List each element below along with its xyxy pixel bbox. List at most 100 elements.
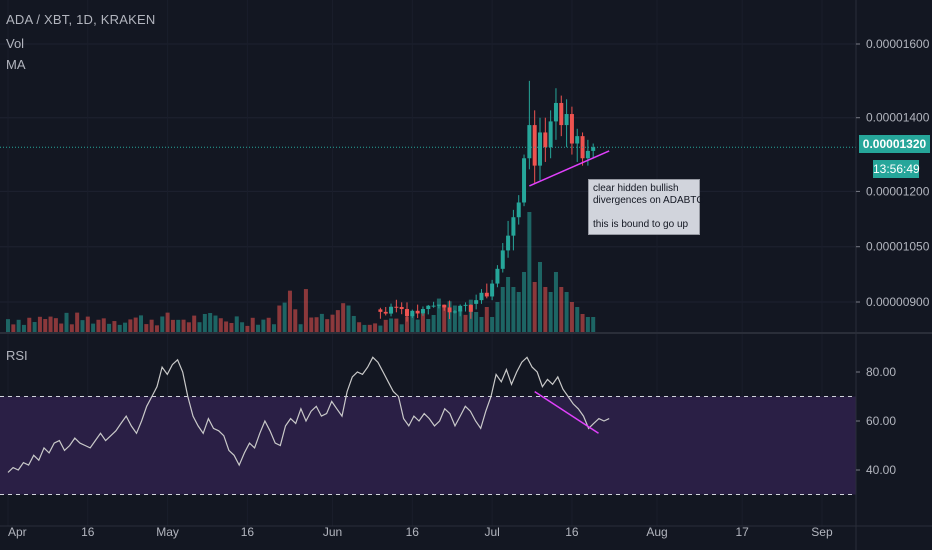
candle-body — [394, 306, 399, 308]
volume-bar — [490, 317, 495, 332]
volume-bar — [314, 317, 319, 332]
time-tick-label: Sep — [811, 525, 833, 539]
volume-bar — [128, 319, 133, 332]
volume-bar — [436, 298, 441, 332]
volume-bar — [37, 316, 42, 332]
volume-bar — [569, 302, 574, 332]
volume-bar — [538, 262, 542, 332]
volume-bar — [553, 272, 558, 332]
volume-bar — [117, 324, 122, 332]
candle-body — [522, 158, 527, 203]
volume-bar — [426, 319, 431, 332]
volume-bar — [543, 287, 548, 332]
volume-bar — [192, 315, 197, 332]
volume-bar — [410, 313, 415, 332]
volume-bar — [559, 287, 564, 332]
volume-bar — [27, 317, 32, 332]
volume-bar — [293, 309, 298, 332]
volume-bar — [160, 316, 165, 332]
volume-bar — [511, 287, 516, 332]
volume-bar — [43, 319, 48, 332]
candle-body — [532, 125, 537, 166]
volume-bar — [250, 317, 255, 332]
volume-bar — [442, 305, 447, 332]
volume-bar — [96, 319, 101, 332]
volume-bar — [362, 324, 367, 332]
volume-bar — [234, 316, 239, 332]
time-tick-label: 16 — [406, 525, 420, 539]
price-tick-label: 0.00001400 — [866, 111, 930, 125]
rsi-line — [7, 356, 610, 473]
volume-bar — [383, 319, 388, 332]
price-tick-label: 0.00000900 — [866, 295, 930, 309]
symbol-title[interactable]: ADA / XBT, 1D, KRAKEN — [6, 12, 156, 27]
candle-body — [553, 102, 558, 122]
volume-bar — [91, 323, 96, 332]
volume-bar — [224, 321, 229, 332]
candle-body — [420, 309, 425, 314]
volume-bar — [139, 315, 143, 332]
candle-body — [452, 311, 457, 313]
volume-bar — [245, 325, 250, 332]
volume-bar — [351, 315, 356, 332]
annotation-line-1: clear hidden bullish — [593, 183, 679, 194]
candle-body — [431, 305, 436, 307]
volume-bar — [181, 319, 186, 332]
candle-body — [484, 292, 489, 297]
rsi-tick-label: 60.00 — [866, 414, 896, 428]
candle-body — [426, 305, 431, 310]
volume-bar — [287, 290, 292, 332]
volume-bar — [165, 312, 170, 332]
volume-bar — [564, 292, 569, 332]
ma-legend[interactable]: MA — [6, 57, 26, 72]
candle-body — [543, 132, 548, 148]
volume-bar — [394, 318, 399, 332]
time-tick-label: Apr — [8, 525, 27, 539]
annotation-note[interactable]: clear hidden bullish divergences on ADAB… — [588, 179, 704, 235]
candle-body — [378, 309, 383, 312]
volume-bar — [48, 316, 53, 332]
volume-bar — [591, 317, 596, 332]
volume-legend[interactable]: Vol — [6, 36, 25, 51]
price-trendline[interactable] — [529, 150, 610, 187]
volume-bar — [53, 318, 58, 332]
volume-bar — [373, 323, 378, 332]
volume-bar — [399, 324, 404, 332]
time-tick-label: 17 — [735, 525, 749, 539]
volume-bar — [202, 313, 207, 332]
candle-body — [516, 202, 521, 218]
volume-bar — [357, 322, 362, 332]
volume-bar — [154, 325, 159, 332]
volume-bar — [522, 272, 527, 332]
candle-body — [442, 304, 447, 308]
volume-bar — [532, 282, 537, 332]
candle-body — [559, 102, 564, 126]
rsi-legend[interactable]: RSI — [6, 348, 28, 363]
volume-bar — [335, 310, 340, 332]
volume-bar — [405, 316, 409, 332]
time-tick-label: Jun — [323, 525, 342, 539]
candle-body — [569, 114, 574, 144]
candle-body — [479, 292, 484, 301]
candle-body — [405, 309, 409, 317]
volume-bar — [506, 277, 511, 332]
volume-bar — [458, 310, 463, 332]
candle-body — [463, 304, 468, 306]
time-tick-label: Aug — [646, 525, 667, 539]
volume-bar — [484, 307, 489, 332]
time-tick-label: 16 — [241, 525, 255, 539]
volume-bar — [176, 319, 181, 332]
time-tick-label: 16 — [565, 525, 579, 539]
rsi-band — [0, 396, 856, 495]
volume-bar — [325, 319, 330, 332]
volume-bar — [378, 325, 383, 332]
volume-bar — [367, 324, 372, 332]
volume-bar — [197, 322, 202, 332]
candle-body — [415, 310, 420, 314]
volume-bar — [229, 322, 234, 332]
volume-bar — [107, 323, 112, 332]
volume-bar — [298, 324, 303, 332]
volume-bar — [272, 324, 276, 332]
rsi-trendline[interactable] — [534, 390, 599, 434]
